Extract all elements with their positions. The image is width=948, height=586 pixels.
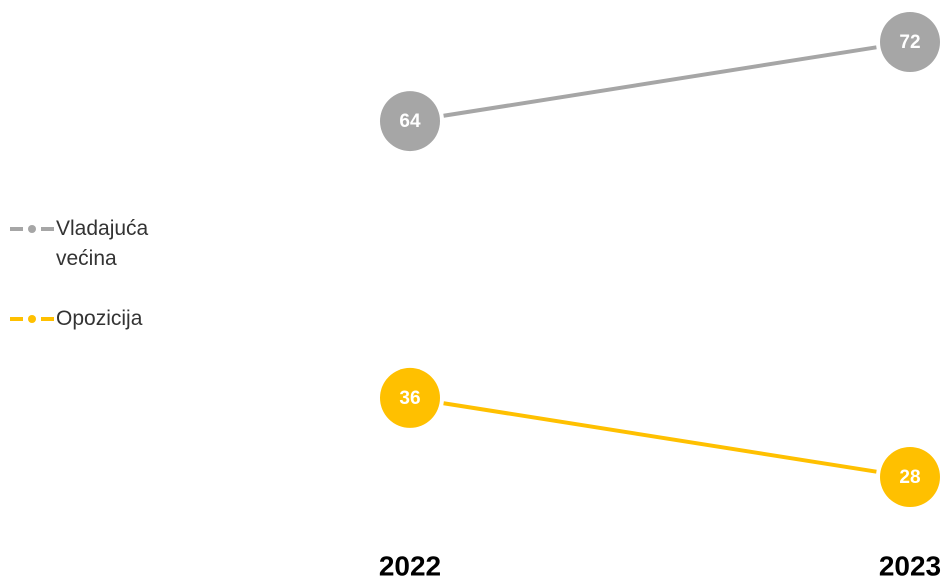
- legend-label: Opozicija: [56, 307, 143, 330]
- legend-dot: [28, 225, 36, 233]
- data-point: [380, 91, 440, 152]
- legend-dot: [28, 315, 36, 323]
- legend-icon: [10, 315, 54, 323]
- x-tick-label: 2023: [879, 550, 941, 581]
- data-point: [880, 447, 940, 507]
- data-label: 36: [399, 388, 420, 409]
- series-line: [443, 401, 877, 474]
- legend-icon: [10, 225, 54, 233]
- data-point: [380, 367, 440, 428]
- legend-label: Vladajuća većina: [56, 217, 149, 270]
- data-label: 28: [899, 467, 920, 488]
- legend: Vladajuća većina Opozicija: [8, 214, 178, 364]
- x-tick-label: 2022: [379, 550, 441, 581]
- data-point: [880, 12, 940, 72]
- data-label: 72: [899, 32, 920, 53]
- series-line: [443, 45, 877, 118]
- data-label: 64: [399, 111, 421, 132]
- legend-item: Vladajuća većina: [8, 214, 178, 274]
- legend-item: Opozicija: [8, 304, 178, 334]
